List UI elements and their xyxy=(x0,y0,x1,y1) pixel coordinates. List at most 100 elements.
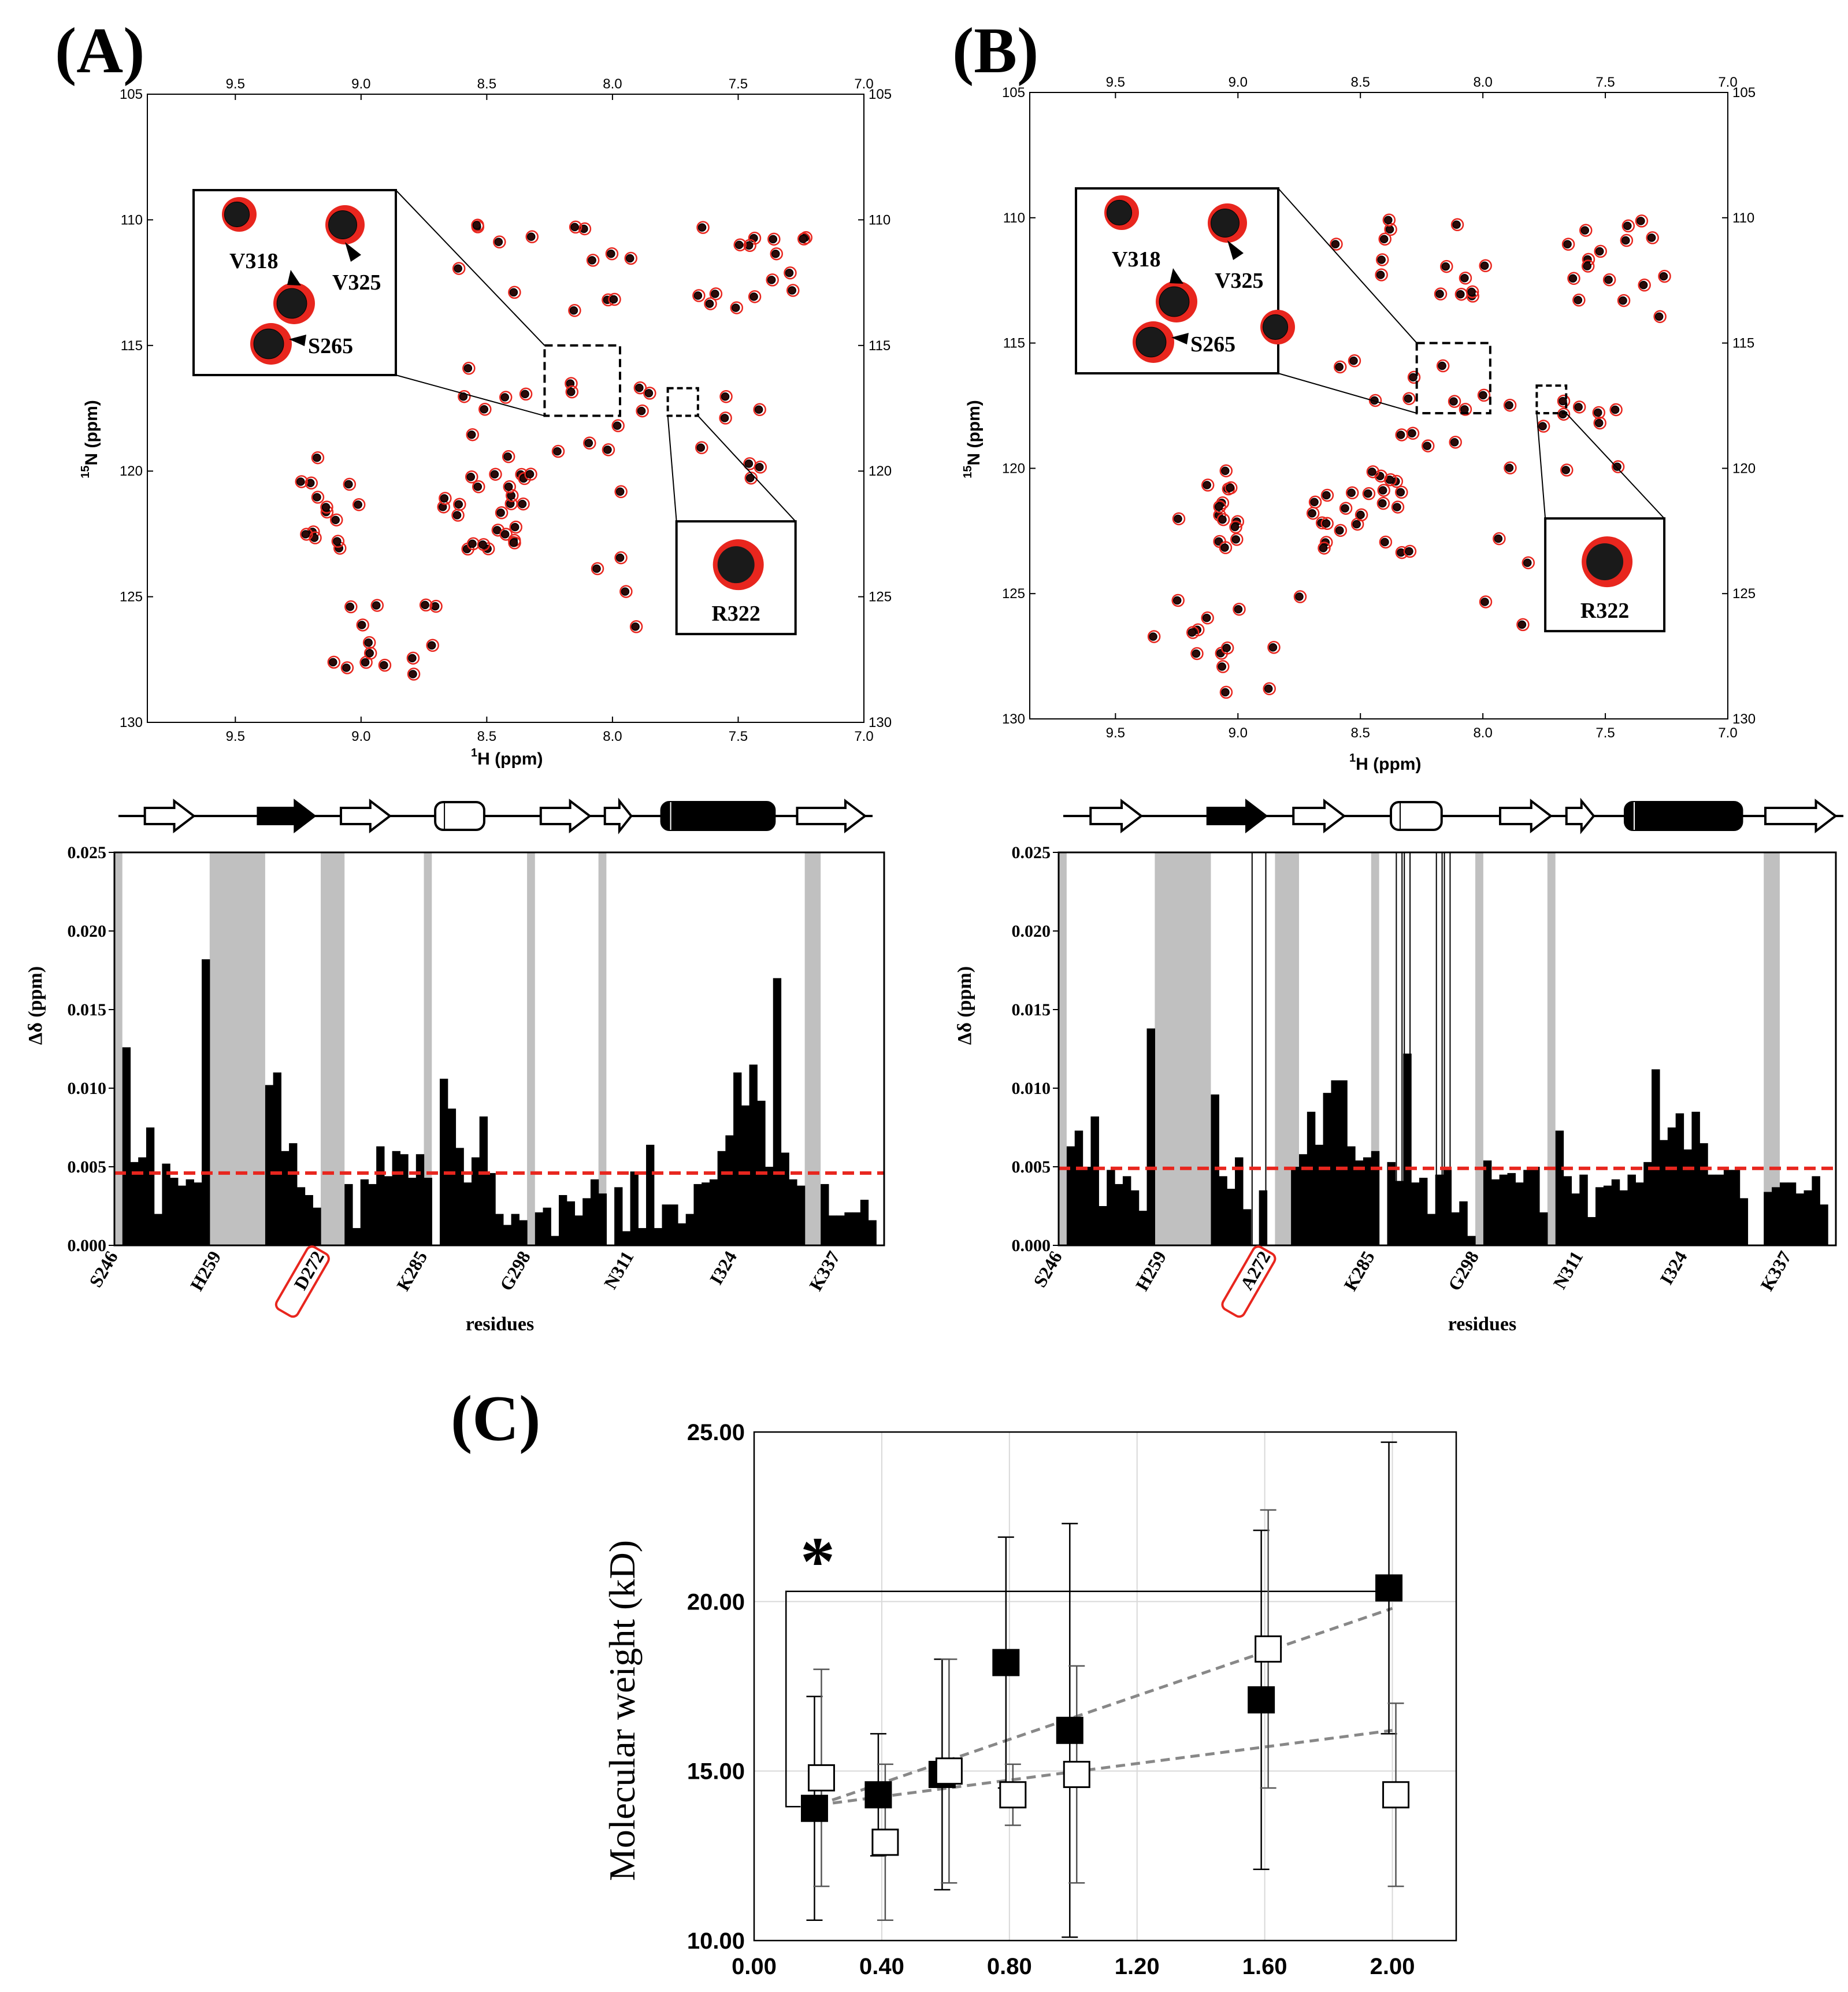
bar-residue xyxy=(1467,1236,1476,1245)
hsqc-peak-contour-red xyxy=(1334,524,1348,537)
hsqc-peak xyxy=(361,658,370,667)
panel-b-bar-ylabel: Δδ (ppm) xyxy=(954,966,975,1045)
inset-label-v325: V325 xyxy=(1215,269,1263,293)
bar-residue xyxy=(1107,1170,1115,1245)
hsqc-peak xyxy=(296,477,305,486)
panel-c-scatter-chart: 0.00 0.40 0.80 1.20 1.60 2.00 10.00 15.00 20.00 2… xyxy=(687,1420,1457,1979)
hsqc-peak xyxy=(1583,262,1591,270)
hsqc-peak xyxy=(321,503,331,511)
hsqc-peak-contour-red xyxy=(1581,259,1595,273)
hsqc-peak-contour-red xyxy=(748,290,762,303)
hsqc-peak xyxy=(721,392,730,401)
bar-residue xyxy=(265,1085,274,1245)
hsqc-peak-contour-red xyxy=(1572,400,1586,414)
hsqc-peak xyxy=(301,530,310,539)
hsqc-peak xyxy=(1222,643,1231,652)
hsqc-peak xyxy=(1322,491,1331,500)
hsqc-peak-contour-red xyxy=(1366,465,1380,478)
hsqc-peak xyxy=(521,390,529,399)
zoom-box-dashed xyxy=(543,344,621,417)
hsqc-peak xyxy=(1654,312,1664,321)
hsqc-peak xyxy=(1295,592,1304,601)
hsqc-peak xyxy=(1172,596,1182,605)
hsqc-peak-contour-red xyxy=(478,402,492,416)
hsqc-peak-contour-red xyxy=(1293,590,1307,603)
hsqc-peak xyxy=(1231,535,1241,544)
bar-residue xyxy=(273,1072,281,1245)
hsqc-peak xyxy=(1341,504,1349,513)
hsqc-peak-contour-red xyxy=(352,498,366,511)
zoom-box-dashed xyxy=(1415,342,1491,415)
hsqc-peak-contour-red xyxy=(1375,268,1388,281)
hsqc-peak-contour-red xyxy=(1579,224,1593,237)
hsqc-peak-contour-red xyxy=(508,536,521,550)
bar-chart-frame xyxy=(113,851,885,1247)
bar-residue xyxy=(368,1184,377,1245)
hsqc-top-tick-label: 7.0 xyxy=(1718,75,1737,90)
hsqc-peak xyxy=(1404,394,1413,403)
gray-band-unassigned xyxy=(527,852,535,1245)
bar-x-tick-label: N311 xyxy=(1549,1248,1587,1293)
hsqc-peak xyxy=(313,453,321,462)
hsqc-peak-contour-red xyxy=(551,444,565,458)
hsqc-peak xyxy=(570,222,579,232)
hsqc-peak-contour-red xyxy=(786,284,800,297)
hsqc-peak-contour-red xyxy=(797,232,811,246)
hsqc-right-tick-label: 115 xyxy=(1732,336,1754,351)
hsqc-peak-contour-red xyxy=(305,476,318,490)
hsqc-peak-contour-red xyxy=(503,480,516,494)
bar-residue xyxy=(1483,1160,1492,1245)
bar-residue xyxy=(1363,1157,1372,1245)
bar-residue xyxy=(1499,1174,1508,1245)
hsqc-right-tick-label: 115 xyxy=(869,338,890,354)
scatter-x-tick-label: 1.20 xyxy=(1115,1954,1160,1979)
hsqc-peak-contour-red xyxy=(1219,541,1233,554)
bar-residue xyxy=(185,1179,194,1245)
bar-y-tick-label: 0.005 xyxy=(1012,1158,1051,1177)
hsqc-peak-contour-red xyxy=(508,285,521,299)
hsqc-peak-contour-red xyxy=(1171,593,1185,607)
hsqc-peak-contour-red xyxy=(491,524,505,537)
hsqc-peak xyxy=(365,649,374,658)
hsqc-peak-contour-red xyxy=(1382,213,1396,227)
hsqc-peak-contour-red xyxy=(329,513,343,526)
hsqc-peak-contour-red xyxy=(481,542,495,555)
hsqc-peak-contour-red xyxy=(696,221,710,234)
scatter-x-tick-label: 0.40 xyxy=(859,1954,904,1979)
hsqc-peak-contour-red xyxy=(1450,218,1464,232)
marker-filled-square xyxy=(1056,1716,1083,1744)
hsqc-peak xyxy=(500,530,510,539)
hsqc-peak xyxy=(615,487,625,496)
hsqc-peak-contour-red xyxy=(1609,403,1623,417)
hsqc-peak xyxy=(1647,233,1656,242)
panel-c-label: (C) xyxy=(451,1383,540,1455)
hsqc-peak-contour-red xyxy=(636,404,649,418)
bar-residue xyxy=(860,1200,869,1245)
hsqc-peak xyxy=(769,235,778,244)
hsqc-peak xyxy=(478,540,487,549)
bar-x-tick-label: I324 xyxy=(1656,1248,1691,1288)
bar-residue xyxy=(296,1187,306,1245)
bar-residue xyxy=(305,1195,313,1245)
hsqc-peak xyxy=(1188,628,1196,637)
hsqc-peak xyxy=(1438,361,1446,370)
hsqc-peak-contour-red xyxy=(733,238,747,251)
hsqc-peak-contour-red xyxy=(602,443,615,457)
hsqc-left-tick-label: 115 xyxy=(121,338,143,354)
bar-residue xyxy=(1804,1190,1813,1245)
hsqc-peak xyxy=(1393,503,1401,511)
hsqc-peak xyxy=(1226,483,1234,492)
hsqc-peak-contour-red xyxy=(493,235,506,248)
bar-residue xyxy=(1723,1170,1732,1245)
bar-residue xyxy=(566,1201,576,1245)
hsqc-peak xyxy=(1580,226,1589,235)
hsqc-peak xyxy=(1381,537,1389,547)
hsqc-peak xyxy=(463,364,473,373)
bar-residue xyxy=(789,1179,797,1245)
hsqc-top-tick-label: 8.5 xyxy=(477,76,496,92)
significance-asterisk: * xyxy=(800,1523,835,1600)
hsqc-peak-contour-red xyxy=(1572,294,1586,307)
hsqc-peak-contour-red xyxy=(1479,259,1492,273)
bar-residue xyxy=(1611,1179,1620,1245)
hsqc-left-tick-label: 130 xyxy=(120,715,143,730)
